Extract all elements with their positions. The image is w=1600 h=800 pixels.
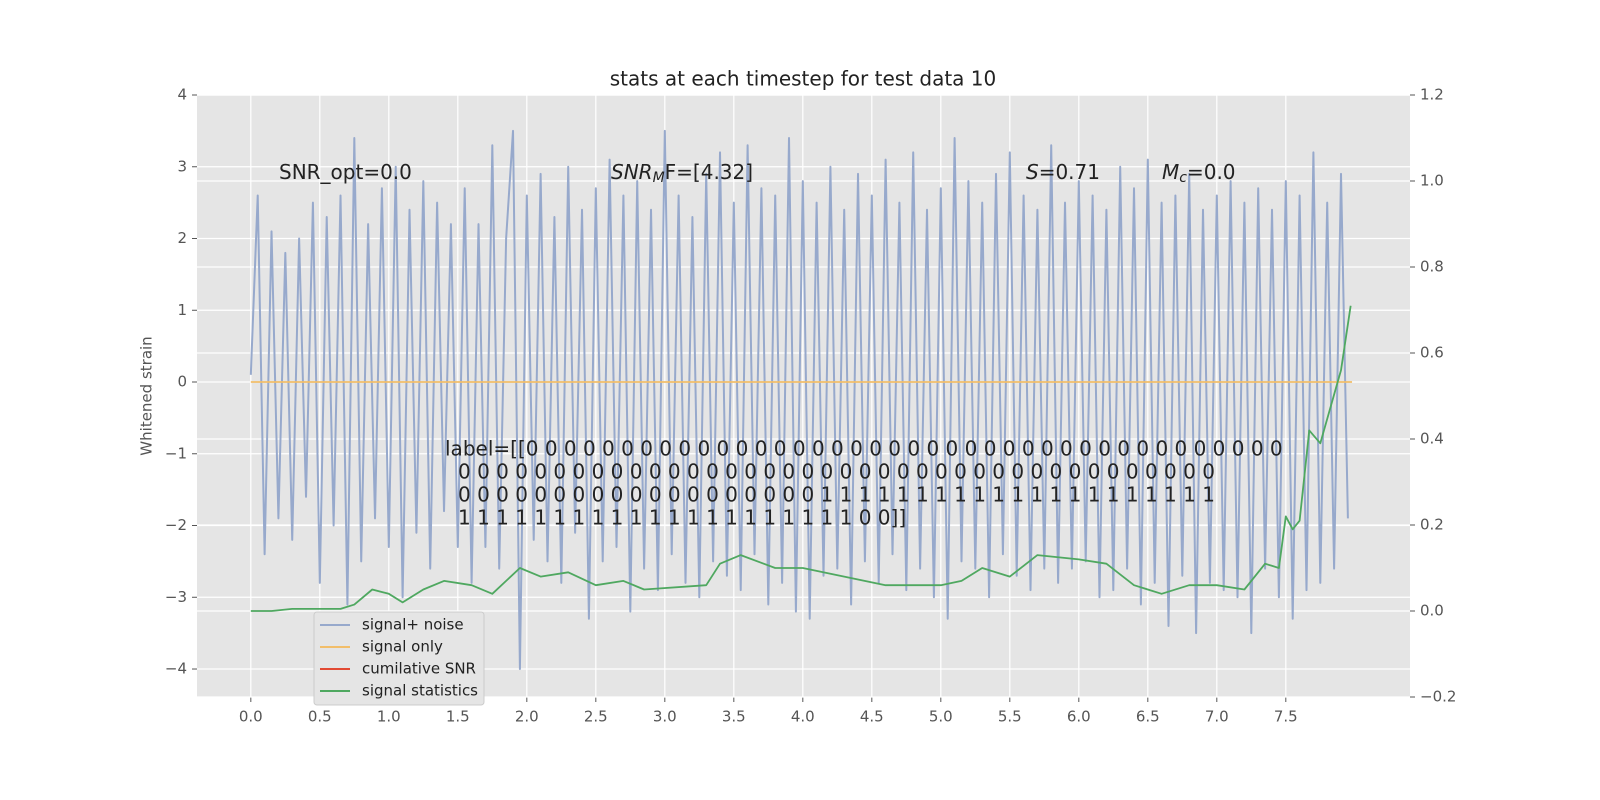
- y2-tick-label: 0.6: [1420, 344, 1444, 362]
- y2-tick-label: −0.2: [1420, 688, 1456, 706]
- series-line: [250, 305, 1352, 612]
- annotation: SNR_opt=0.0: [279, 160, 412, 184]
- y2-tick-label: 1.2: [1420, 86, 1444, 104]
- y2-tick-label: 0.0: [1420, 602, 1444, 620]
- y-tick-label: −3: [165, 588, 187, 606]
- annotation-rest: =0.0: [1187, 160, 1236, 184]
- legend-label: signal+ noise: [362, 616, 464, 634]
- y-axis-label: Whitened strain: [138, 336, 156, 455]
- annotation-symbol: SNR: [611, 160, 653, 184]
- y-tick-label: −4: [165, 660, 187, 678]
- y2-tick-label: 0.2: [1420, 516, 1444, 534]
- label-text: 0 0 0 0 0 0 0 0 0 0 0 0 0 0 0 0 0 0 0 0 …: [458, 460, 1215, 484]
- y2-tick-label: 1.0: [1420, 172, 1444, 190]
- label-text: label=[[0 0 0 0 0 0 0 0 0 0 0 0 0 0 0 0 …: [445, 437, 1283, 461]
- label-text: 0 0 0 0 0 0 0 0 0 0 0 0 0 0 0 0 0 0 0 1 …: [458, 483, 1215, 507]
- annotation-sub: M: [653, 170, 665, 186]
- annotation-sub: c: [1179, 170, 1187, 186]
- x-tick-label: 7.0: [1205, 708, 1229, 726]
- y-tick-label: −2: [165, 516, 187, 534]
- x-tick-label: 4.5: [860, 708, 884, 726]
- x-tick-label: 2.0: [515, 708, 539, 726]
- x-tick-label: 7.5: [1274, 708, 1298, 726]
- chart-title: stats at each timestep for test data 10: [610, 67, 996, 91]
- x-tick-label: 6.5: [1136, 708, 1160, 726]
- x-tick-label: 3.5: [722, 708, 746, 726]
- y2-tick-label: 0.8: [1420, 258, 1444, 276]
- x-tick-label: 0.0: [239, 708, 263, 726]
- y-tick-label: 2: [177, 229, 187, 247]
- x-tick-label: 2.5: [584, 708, 608, 726]
- x-tick-label: 5.0: [929, 708, 953, 726]
- y-tick-label: −1: [165, 444, 187, 462]
- y-tick-label: 3: [177, 157, 187, 175]
- legend-box: [313, 611, 485, 706]
- x-tick-label: 1.5: [446, 708, 470, 726]
- annotation-symbol: M: [1162, 160, 1179, 184]
- label-text: 1 1 1 1 1 1 1 1 1 1 1 1 1 1 1 1 1 1 1 1 …: [458, 506, 906, 530]
- annotation: S=0.71: [1026, 160, 1100, 184]
- x-tick-label: 6.0: [1067, 708, 1091, 726]
- x-tick-label: 0.5: [308, 708, 332, 726]
- annotation: SNRMF=[4.32]: [611, 160, 753, 187]
- y-tick-label: 1: [177, 301, 187, 319]
- x-tick-label: 3.0: [653, 708, 677, 726]
- x-tick-label: 1.0: [377, 708, 401, 726]
- annotation-rest: F=[4.32]: [665, 160, 753, 184]
- x-tick-label: 5.5: [998, 708, 1022, 726]
- y-tick-label: 0: [177, 373, 187, 391]
- annotation-symbol: SNR_opt=0.0: [279, 160, 412, 184]
- legend-label: signal statistics: [362, 682, 478, 700]
- legend-label: signal only: [362, 638, 443, 656]
- y-tick-label: 4: [177, 86, 187, 104]
- y2-tick-label: 0.4: [1420, 430, 1444, 448]
- series-line: [249, 129, 1349, 671]
- annotation-symbol: S: [1026, 160, 1039, 184]
- legend-label: cumilative SNR: [362, 660, 476, 678]
- annotation-rest: =0.71: [1039, 160, 1100, 184]
- annotation: Mc=0.0: [1162, 160, 1236, 187]
- x-tick-label: 4.0: [791, 708, 815, 726]
